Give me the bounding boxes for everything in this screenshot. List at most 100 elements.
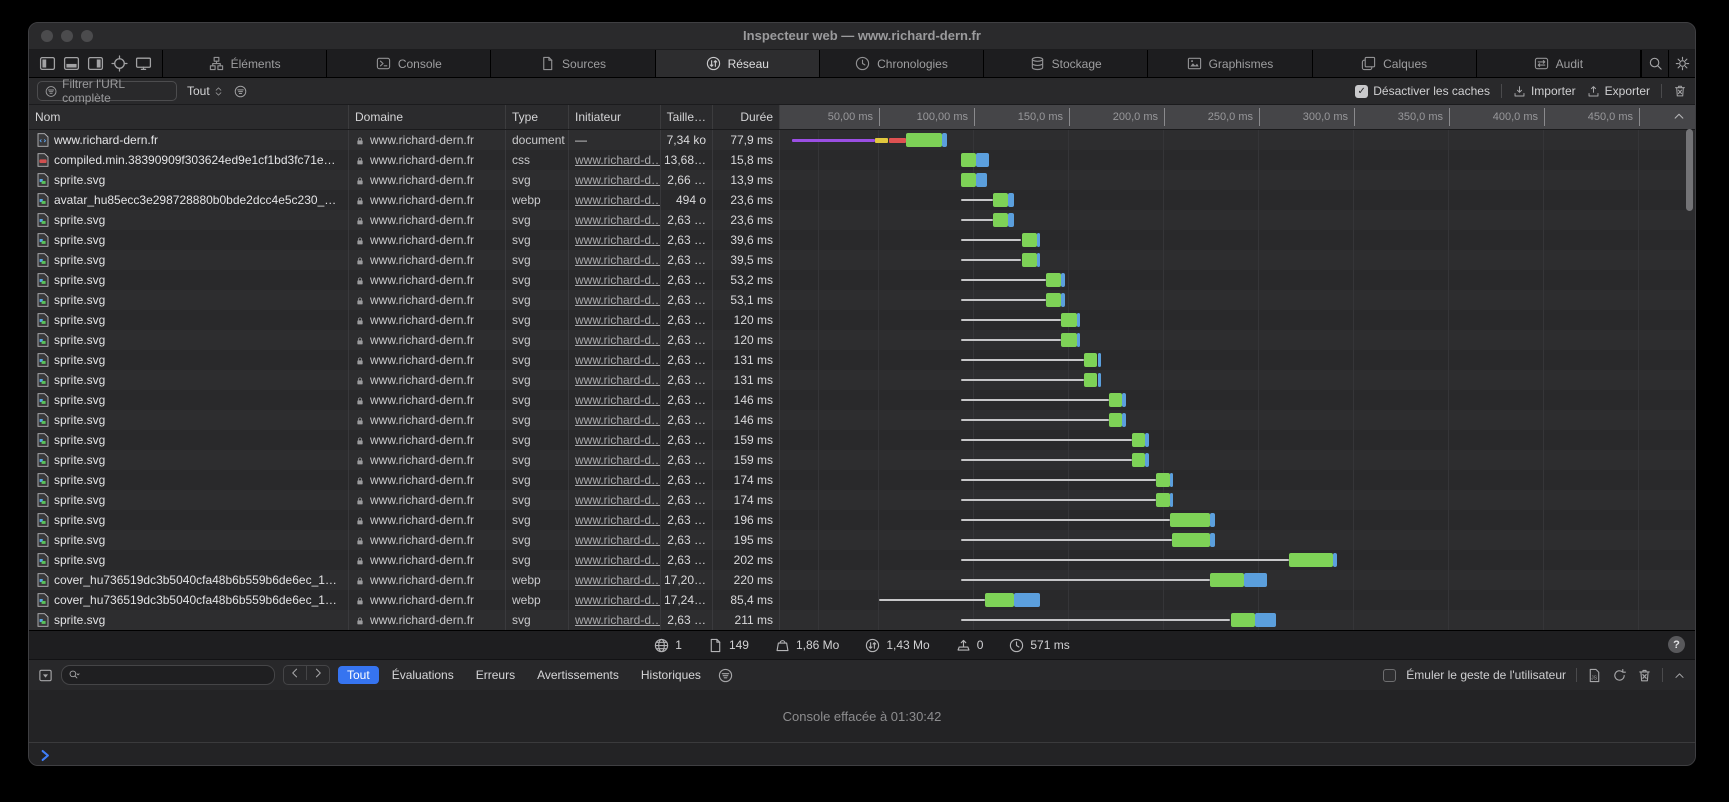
initiator-link[interactable]: www.richard-d… xyxy=(575,613,661,627)
close-window-button[interactable] xyxy=(41,30,53,42)
column-header-duree[interactable]: Durée xyxy=(713,105,780,129)
element-picker-icon[interactable] xyxy=(111,55,128,72)
emulate-gesture-checkbox[interactable]: ✓ xyxy=(1383,669,1396,682)
dock-bottom-icon[interactable] xyxy=(63,55,80,72)
tab-audit[interactable]: Audit xyxy=(1477,50,1641,77)
device-settings-icon[interactable] xyxy=(135,55,152,72)
console-filter-avertissements[interactable]: Avertissements xyxy=(528,666,628,684)
url-filter-field[interactable]: Filtrer l'URL complète xyxy=(37,81,177,101)
request-row[interactable]: sprite.svgwww.richard-dern.frsvgwww.rich… xyxy=(29,610,1695,630)
other-filters-button[interactable] xyxy=(234,85,247,98)
request-row[interactable]: sprite.svgwww.richard-dern.frsvgwww.rich… xyxy=(29,550,1695,570)
vertical-scrollbar[interactable] xyxy=(1686,129,1693,211)
initiator-link[interactable]: www.richard-d… xyxy=(575,573,661,587)
settings-button[interactable] xyxy=(1668,50,1695,77)
console-filter-tout[interactable]: Tout xyxy=(338,666,379,684)
initiator-link[interactable]: www.richard-d… xyxy=(575,493,661,507)
export-button[interactable]: Exporter xyxy=(1587,84,1650,98)
collapse-timeline-icon[interactable] xyxy=(1672,109,1686,123)
request-row[interactable]: sprite.svgwww.richard-dern.frsvgwww.rich… xyxy=(29,170,1695,190)
tab-network[interactable]: Réseau xyxy=(656,50,820,77)
column-header-initiateur[interactable]: Initiateur xyxy=(569,105,661,129)
initiator-link[interactable]: www.richard-d… xyxy=(575,273,661,287)
initiator-link[interactable]: www.richard-d… xyxy=(575,593,661,607)
request-row[interactable]: sprite.svgwww.richard-dern.frsvgwww.rich… xyxy=(29,530,1695,550)
request-row[interactable]: sprite.svgwww.richard-dern.frsvgwww.rich… xyxy=(29,430,1695,450)
request-row[interactable]: cover_hu736519dc3b5040cfa48b6b559b6de6ec… xyxy=(29,570,1695,590)
import-button[interactable]: Importer xyxy=(1513,84,1576,98)
initiator-link[interactable]: www.richard-d… xyxy=(575,193,661,207)
request-row[interactable]: sprite.svgwww.richard-dern.frsvgwww.rich… xyxy=(29,230,1695,250)
tab-storage[interactable]: Stockage xyxy=(984,50,1148,77)
request-row[interactable]: sprite.svgwww.richard-dern.frsvgwww.rich… xyxy=(29,270,1695,290)
column-header-nom[interactable]: Nom xyxy=(29,105,349,129)
initiator-link[interactable]: www.richard-d… xyxy=(575,173,661,187)
help-button[interactable]: ? xyxy=(1668,636,1685,653)
request-row[interactable]: sprite.svgwww.richard-dern.frsvgwww.rich… xyxy=(29,330,1695,350)
initiator-link[interactable]: www.richard-d… xyxy=(575,413,661,427)
tab-elements[interactable]: Éléments xyxy=(163,50,327,77)
request-row[interactable]: sprite.svgwww.richard-dern.frsvgwww.rich… xyxy=(29,510,1695,530)
initiator-link[interactable]: www.richard-d… xyxy=(575,393,661,407)
tab-sources[interactable]: Sources xyxy=(491,50,655,77)
request-row[interactable]: sprite.svgwww.richard-dern.frsvgwww.rich… xyxy=(29,390,1695,410)
column-header-taille[interactable]: Taille… xyxy=(661,105,713,129)
disable-caches-toggle[interactable]: ✓ Désactiver les caches xyxy=(1355,84,1490,98)
request-row[interactable]: sprite.svgwww.richard-dern.frsvgwww.rich… xyxy=(29,250,1695,270)
initiator-link[interactable]: www.richard-d… xyxy=(575,473,661,487)
tab-layers[interactable]: Calques xyxy=(1313,50,1477,77)
console-drawer-icon[interactable] xyxy=(38,668,53,683)
console-search-field[interactable] xyxy=(61,665,275,685)
dock-right-icon[interactable] xyxy=(87,55,104,72)
request-row[interactable]: cover_hu736519dc3b5040cfa48b6b559b6de6ec… xyxy=(29,590,1695,610)
request-row[interactable]: sprite.svgwww.richard-dern.frsvgwww.rich… xyxy=(29,290,1695,310)
console-filter-historiques[interactable]: Historiques xyxy=(632,666,710,684)
initiator-link[interactable]: www.richard-d… xyxy=(575,533,661,547)
initiator-link[interactable]: www.richard-d… xyxy=(575,333,661,347)
request-row[interactable]: www.richard-dern.frwww.richard-dern.frdo… xyxy=(29,130,1695,150)
initiator-link[interactable]: www.richard-d… xyxy=(575,253,661,267)
initiator-link[interactable]: www.richard-d… xyxy=(575,433,661,447)
request-row[interactable]: sprite.svgwww.richard-dern.frsvgwww.rich… xyxy=(29,490,1695,510)
initiator-link[interactable]: www.richard-d… xyxy=(575,453,661,467)
tab-graphics[interactable]: Graphismes xyxy=(1148,50,1312,77)
show-scripts-icon[interactable]: JS xyxy=(1587,668,1602,683)
zoom-window-button[interactable] xyxy=(81,30,93,42)
minimize-window-button[interactable] xyxy=(61,30,73,42)
request-row[interactable]: sprite.svgwww.richard-dern.frsvgwww.rich… xyxy=(29,450,1695,470)
console-filter-erreurs[interactable]: Erreurs xyxy=(467,666,524,684)
console-filter-button[interactable] xyxy=(718,668,733,683)
next-result-button[interactable] xyxy=(307,666,329,680)
request-row[interactable]: sprite.svgwww.richard-dern.frsvgwww.rich… xyxy=(29,350,1695,370)
tab-console-tab[interactable]: Console xyxy=(327,50,491,77)
request-row[interactable]: sprite.svgwww.richard-dern.frsvgwww.rich… xyxy=(29,310,1695,330)
initiator-link[interactable]: www.richard-d… xyxy=(575,313,661,327)
request-row[interactable]: avatar_hu85ecc3e298728880b0bde2dcc4e5c23… xyxy=(29,190,1695,210)
console-filter-evaluations[interactable]: Évaluations xyxy=(383,666,463,684)
column-header-type[interactable]: Type xyxy=(506,105,569,129)
initiator-link[interactable]: www.richard-d… xyxy=(575,373,661,387)
initiator-link[interactable]: www.richard-d… xyxy=(575,153,661,167)
initiator-link[interactable]: www.richard-d… xyxy=(575,553,661,567)
request-row[interactable]: sprite.svgwww.richard-dern.frsvgwww.rich… xyxy=(29,470,1695,490)
request-row[interactable]: sprite.svgwww.richard-dern.frsvgwww.rich… xyxy=(29,410,1695,430)
request-row[interactable]: sprite.svgwww.richard-dern.frsvgwww.rich… xyxy=(29,370,1695,390)
column-header-domaine[interactable]: Domaine xyxy=(349,105,506,129)
initiator-link[interactable]: www.richard-d… xyxy=(575,293,661,307)
initiator-link[interactable]: www.richard-d… xyxy=(575,513,661,527)
expand-console-icon[interactable] xyxy=(1673,669,1686,682)
search-button[interactable] xyxy=(1641,50,1668,77)
initiator-link[interactable]: www.richard-d… xyxy=(575,213,661,227)
console-prompt[interactable] xyxy=(29,743,1695,765)
initiator-link[interactable]: www.richard-d… xyxy=(575,353,661,367)
request-row[interactable]: sprite.svgwww.richard-dern.frsvgwww.rich… xyxy=(29,210,1695,230)
clear-network-button[interactable] xyxy=(1673,84,1687,98)
dock-left-icon[interactable] xyxy=(39,55,56,72)
clear-console-icon[interactable] xyxy=(1637,668,1652,683)
initiator-link[interactable]: www.richard-d… xyxy=(575,233,661,247)
reload-icon[interactable] xyxy=(1612,668,1627,683)
previous-result-button[interactable] xyxy=(284,666,307,680)
tab-timelines[interactable]: Chronologies xyxy=(820,50,984,77)
request-row[interactable]: compiled.min.38390909f303624ed9e1cf1bd3f… xyxy=(29,150,1695,170)
resource-type-dropdown[interactable]: Tout xyxy=(187,84,224,98)
